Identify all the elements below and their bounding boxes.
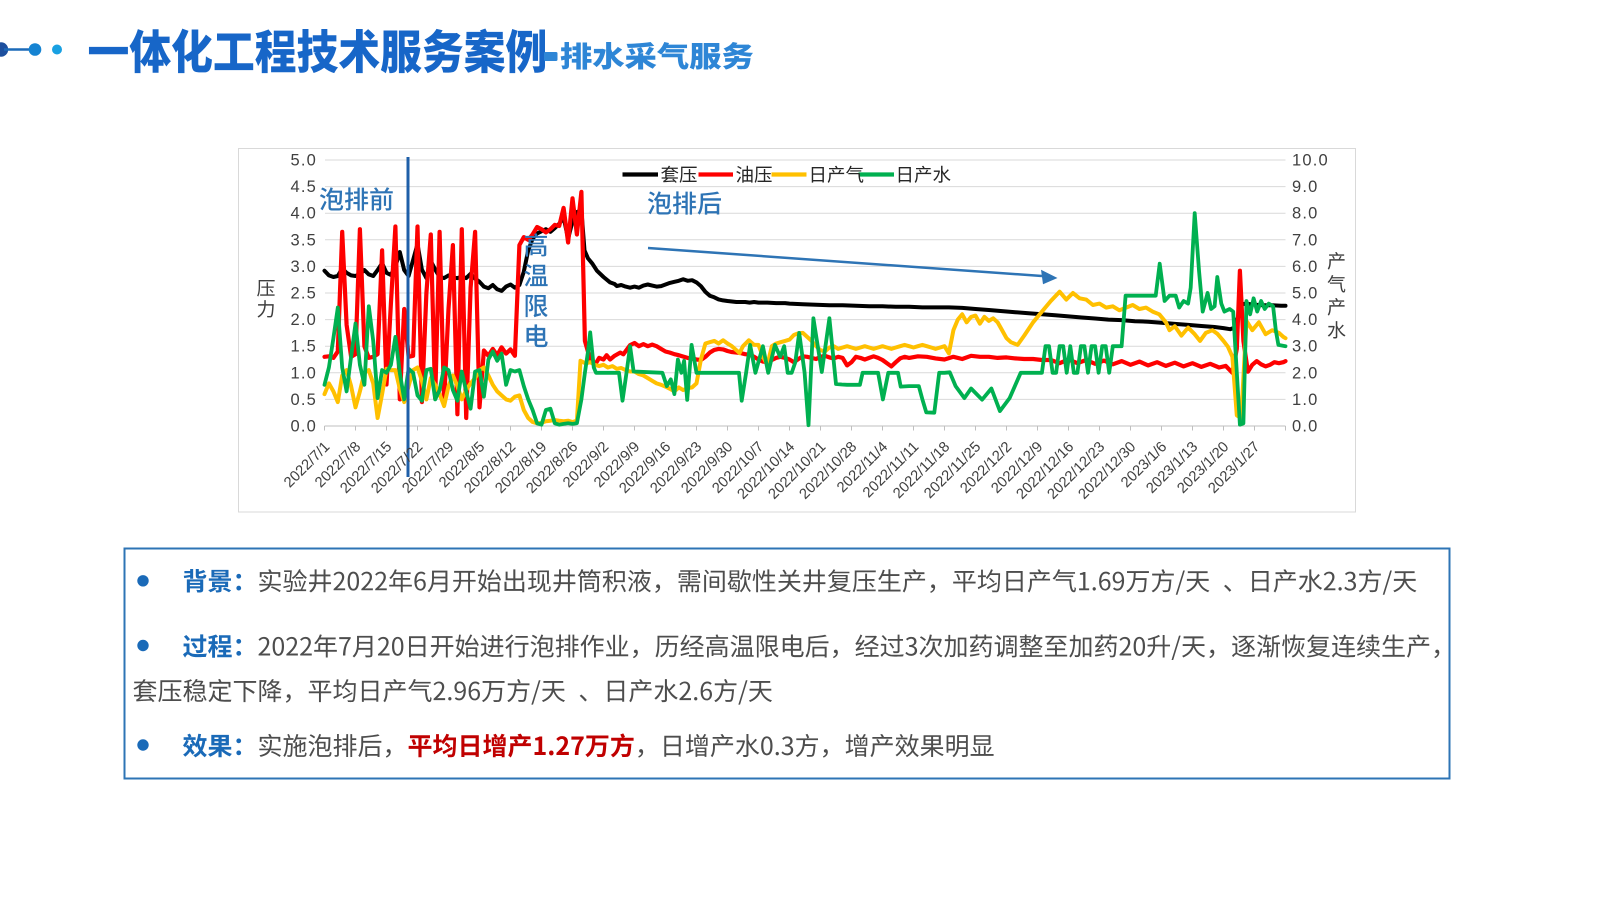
svg-text:6.0: 6.0: [1292, 258, 1319, 276]
svg-text:7.0: 7.0: [1292, 231, 1319, 249]
svg-text:3.0: 3.0: [1292, 338, 1319, 356]
svg-text:2.5: 2.5: [290, 285, 317, 303]
svg-text:10.0: 10.0: [1292, 152, 1329, 170]
svg-text:3.0: 3.0: [290, 258, 317, 276]
svg-text:2.0: 2.0: [290, 311, 317, 329]
svg-text:1.5: 1.5: [290, 338, 317, 356]
svg-text:1.0: 1.0: [1292, 391, 1319, 409]
svg-text:5.0: 5.0: [1292, 285, 1319, 303]
svg-text:0.0: 0.0: [1292, 418, 1319, 436]
svg-text:1.0: 1.0: [290, 364, 317, 382]
svg-text:4.0: 4.0: [1292, 311, 1319, 329]
svg-text:4.5: 4.5: [290, 178, 317, 196]
svg-text:0.5: 0.5: [290, 391, 317, 409]
svg-text:3.5: 3.5: [290, 231, 317, 249]
svg-text:8.0: 8.0: [1292, 205, 1319, 223]
svg-text:9.0: 9.0: [1292, 178, 1319, 196]
svg-text:0.0: 0.0: [290, 418, 317, 436]
svg-text:2.0: 2.0: [1292, 364, 1319, 382]
svg-text:5.0: 5.0: [290, 152, 317, 170]
svg-text:4.0: 4.0: [290, 205, 317, 223]
